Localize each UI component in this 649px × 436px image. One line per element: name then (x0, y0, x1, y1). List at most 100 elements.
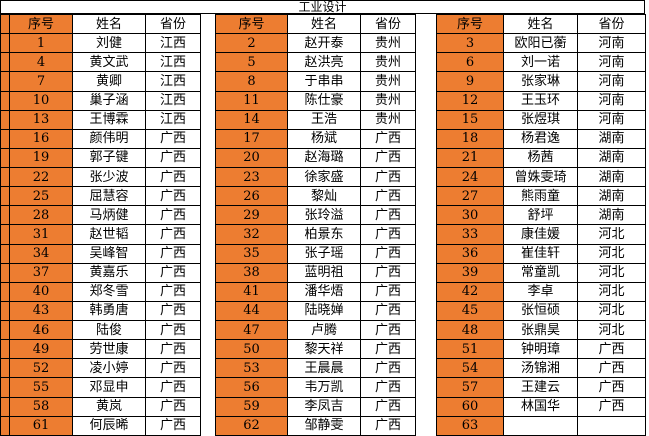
row-number-cell[interactable]: 3 (436, 33, 504, 54)
row-number-cell[interactable]: 35 (215, 243, 288, 264)
province-cell[interactable]: 广西 (360, 415, 416, 436)
province-cell[interactable]: 河北 (577, 281, 646, 302)
name-cell[interactable]: 杨茜 (503, 147, 578, 169)
row-number-cell[interactable]: 37 (9, 262, 73, 283)
province-cell[interactable]: 贵州 (360, 52, 416, 73)
name-cell[interactable]: 林国华 (503, 396, 578, 417)
province-cell[interactable]: 湖南 (577, 205, 646, 226)
name-cell[interactable]: 黄文武 (72, 52, 146, 73)
province-cell[interactable]: 广西 (145, 243, 201, 264)
row-number-cell[interactable]: 13 (9, 109, 73, 130)
row-number-cell[interactable]: 54 (436, 358, 504, 379)
province-cell[interactable]: 广西 (360, 224, 416, 245)
name-cell[interactable]: 康佳媛 (503, 224, 578, 245)
name-cell[interactable]: 张鼎昊 (503, 319, 578, 341)
row-number-cell[interactable]: 48 (436, 319, 504, 341)
name-cell[interactable] (503, 415, 578, 436)
province-cell[interactable]: 广西 (360, 186, 416, 207)
name-cell[interactable]: 李凤吉 (287, 396, 361, 417)
name-cell[interactable]: 屈慧容 (72, 186, 146, 207)
province-cell[interactable]: 广西 (360, 300, 416, 322)
row-number-cell[interactable]: 1 (9, 33, 73, 54)
row-number-cell[interactable]: 27 (436, 186, 504, 207)
name-cell[interactable]: 黎天祥 (287, 339, 361, 360)
province-cell[interactable]: 河南 (577, 90, 646, 111)
province-cell[interactable]: 河南 (577, 52, 646, 73)
row-number-cell[interactable]: 7 (9, 71, 73, 92)
name-cell[interactable]: 于串串 (287, 71, 361, 92)
province-cell[interactable]: 江西 (145, 52, 201, 73)
province-cell[interactable]: 广西 (360, 166, 416, 188)
name-cell[interactable]: 汤锦湘 (503, 358, 578, 379)
province-cell[interactable]: 广西 (145, 262, 201, 283)
province-cell[interactable]: 贵州 (360, 71, 416, 92)
name-cell[interactable]: 黄岚 (72, 396, 146, 417)
name-cell[interactable]: 刘一诺 (503, 52, 578, 73)
col-header-province[interactable]: 省份 (145, 13, 201, 35)
province-cell[interactable]: 广西 (577, 358, 646, 379)
row-number-cell[interactable]: 22 (9, 166, 73, 188)
province-cell[interactable]: 广西 (145, 281, 201, 302)
province-cell[interactable]: 广西 (145, 128, 201, 149)
row-number-cell[interactable]: 56 (215, 377, 288, 398)
row-number-cell[interactable]: 55 (9, 377, 73, 398)
province-cell[interactable]: 广西 (360, 358, 416, 379)
name-cell[interactable]: 张煜琪 (503, 109, 578, 130)
row-number-cell[interactable]: 57 (436, 377, 504, 398)
province-cell[interactable]: 广西 (145, 300, 201, 322)
row-number-cell[interactable]: 11 (215, 90, 288, 111)
row-number-cell[interactable]: 44 (215, 300, 288, 322)
col-header-name[interactable]: 姓名 (72, 13, 146, 35)
province-cell[interactable]: 河南 (577, 71, 646, 92)
province-cell[interactable]: 江西 (145, 33, 201, 54)
name-cell[interactable]: 马炳健 (72, 205, 146, 226)
province-cell[interactable]: 广西 (145, 147, 201, 169)
row-number-cell[interactable]: 36 (436, 243, 504, 264)
name-cell[interactable]: 曾姝雯琦 (503, 166, 578, 188)
row-number-cell[interactable]: 49 (9, 339, 73, 360)
name-cell[interactable]: 陆俊 (72, 319, 146, 341)
name-cell[interactable]: 张子瑶 (287, 243, 361, 264)
row-number-cell[interactable]: 62 (215, 415, 288, 436)
name-cell[interactable]: 韦万凯 (287, 377, 361, 398)
province-cell[interactable]: 广西 (145, 377, 201, 398)
row-number-cell[interactable]: 45 (436, 300, 504, 322)
name-cell[interactable]: 黄卿 (72, 71, 146, 92)
row-number-cell[interactable]: 41 (215, 281, 288, 302)
row-number-cell[interactable]: 51 (436, 339, 504, 360)
province-cell[interactable]: 贵州 (360, 109, 416, 130)
province-cell[interactable]: 广西 (145, 224, 201, 245)
name-cell[interactable]: 王建云 (503, 377, 578, 398)
province-cell[interactable]: 广西 (360, 319, 416, 341)
province-cell[interactable]: 广西 (360, 243, 416, 264)
name-cell[interactable]: 韩勇唐 (72, 300, 146, 322)
name-cell[interactable]: 吴峰智 (72, 243, 146, 264)
row-number-cell[interactable]: 16 (9, 128, 73, 149)
province-cell[interactable]: 广西 (360, 128, 416, 149)
name-cell[interactable]: 张少波 (72, 166, 146, 188)
province-cell[interactable]: 广西 (360, 339, 416, 360)
province-cell[interactable]: 广西 (145, 415, 201, 436)
row-number-cell[interactable]: 23 (215, 166, 288, 188)
col-header-name[interactable]: 姓名 (287, 13, 361, 35)
row-number-cell[interactable]: 5 (215, 52, 288, 73)
row-number-cell[interactable]: 38 (215, 262, 288, 283)
province-cell[interactable]: 广西 (360, 262, 416, 283)
name-cell[interactable]: 陆晓婵 (287, 300, 361, 322)
row-number-cell[interactable]: 53 (215, 358, 288, 379)
col-header-province[interactable]: 省份 (360, 13, 416, 35)
province-cell[interactable]: 广西 (577, 396, 646, 417)
name-cell[interactable]: 郭子键 (72, 147, 146, 169)
name-cell[interactable]: 颜伟明 (72, 128, 146, 149)
province-cell[interactable]: 河北 (577, 319, 646, 341)
name-cell[interactable]: 柏景东 (287, 224, 361, 245)
col-header-seq[interactable]: 序号 (436, 13, 504, 35)
province-cell[interactable]: 广西 (145, 166, 201, 188)
name-cell[interactable]: 杨斌 (287, 128, 361, 149)
row-number-cell[interactable]: 60 (436, 396, 504, 417)
name-cell[interactable]: 张恒硕 (503, 300, 578, 322)
col-header-province[interactable]: 省份 (577, 13, 646, 35)
name-cell[interactable]: 钟明璋 (503, 339, 578, 360)
province-cell[interactable] (577, 415, 646, 436)
row-number-cell[interactable]: 21 (436, 147, 504, 169)
